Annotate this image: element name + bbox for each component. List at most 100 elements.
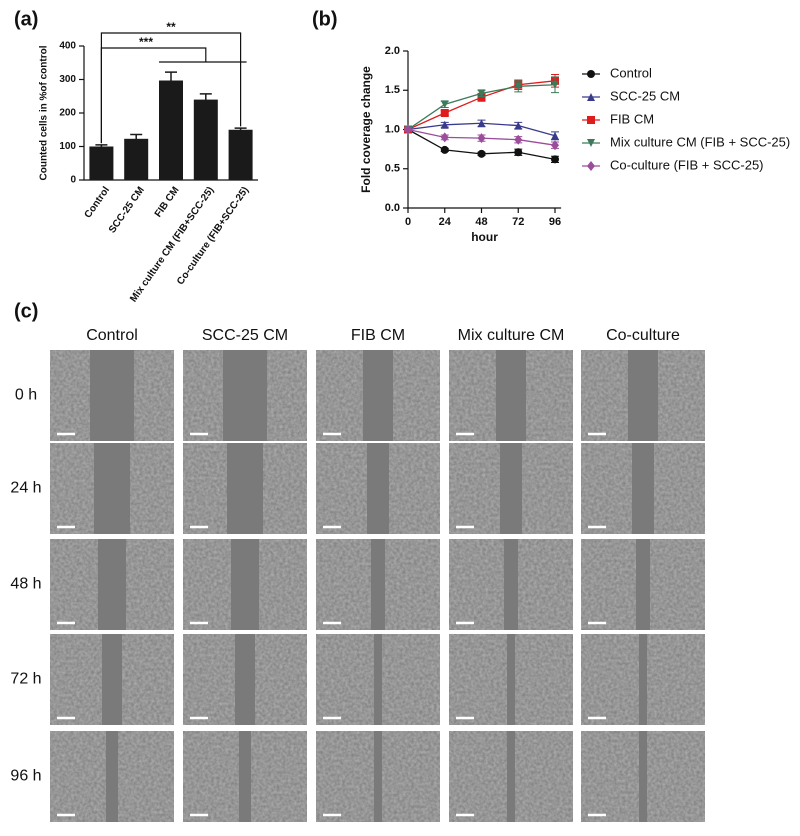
cell-layer [526, 350, 573, 441]
error-bar [165, 71, 177, 89]
data-point [477, 149, 486, 158]
data-point [514, 121, 523, 130]
cell-layer [449, 443, 500, 534]
cell-layer [183, 539, 231, 630]
cell-layer [581, 443, 632, 534]
y-tick-label: 1.5 [385, 84, 400, 96]
column-label: FIB CM [351, 327, 405, 344]
cell-layer [118, 731, 174, 822]
cell-layer [259, 539, 307, 630]
y-tick-label: 2.0 [385, 45, 400, 57]
cell-layer [515, 731, 573, 822]
cell-layer [50, 350, 90, 441]
cell-layer [449, 539, 504, 630]
x-tick-label: 24 [439, 216, 452, 228]
cell-layer [50, 634, 102, 725]
data-point [551, 155, 559, 164]
bar [159, 80, 183, 180]
x-tick-label: Co-culture (FIB+SCC-25) [175, 185, 251, 287]
cell-layer [50, 731, 106, 822]
cell-layer [650, 539, 705, 630]
cell-layer [581, 539, 636, 630]
data-point [551, 140, 559, 151]
y-tick-label: 0.5 [385, 163, 400, 175]
cell-layer [183, 443, 227, 534]
y-tick-label: 0 [70, 175, 76, 186]
cell-layer [183, 731, 239, 822]
x-tick-label: 48 [475, 216, 487, 228]
y-axis-label: Fold coverage change [359, 66, 373, 193]
column-label: Co-culture [606, 327, 680, 344]
y-tick-label: 1.0 [385, 123, 400, 135]
x-tick-label: 72 [512, 216, 524, 228]
cell-layer [122, 634, 174, 725]
y-tick-label: 200 [59, 108, 76, 119]
data-point [514, 82, 523, 91]
data-point [440, 100, 449, 109]
cell-layer [316, 350, 363, 441]
annotation: *** [139, 35, 153, 49]
cell-layer [393, 350, 440, 441]
legend-label: SCC-25 CM [610, 88, 680, 103]
data-point [477, 119, 486, 128]
legend-marker [587, 116, 595, 124]
cell-layer [50, 443, 94, 534]
row-label: 96 h [10, 768, 41, 785]
x-tick-label: SCC-25 CM [107, 185, 147, 235]
cell-layer [449, 731, 507, 822]
cell-layer [251, 731, 307, 822]
cell-layer [581, 350, 628, 441]
data-point [477, 89, 486, 98]
bar [193, 99, 218, 180]
cell-layer [130, 443, 174, 534]
data-point [440, 145, 449, 154]
cell-layer [316, 731, 374, 822]
data-point [440, 132, 449, 143]
error-bar [95, 144, 108, 149]
cell-layer [385, 539, 440, 630]
row-label: 72 h [10, 671, 41, 688]
error-bar [234, 127, 247, 132]
cell-layer [581, 731, 639, 822]
axis [407, 51, 562, 209]
cell-layer [183, 350, 223, 441]
panel-label: (b) [312, 8, 338, 30]
bracket [100, 47, 247, 144]
column-label: Control [86, 327, 138, 344]
legend-label: FIB CM [610, 111, 654, 126]
data-point [551, 80, 559, 89]
cell-layer [647, 634, 705, 725]
cell-layer [263, 443, 307, 534]
data-point [477, 133, 486, 144]
legend-marker [587, 139, 595, 147]
data-point [514, 134, 523, 145]
legend-marker [587, 161, 595, 171]
cell-layer [134, 350, 174, 441]
cell-layer [183, 634, 235, 725]
data-point [440, 120, 449, 129]
bar [124, 138, 149, 180]
column-label: Mix culture CM [458, 327, 565, 344]
legend-label: Mix culture CM (FIB + SCC-25) [610, 134, 790, 149]
bar [89, 146, 114, 180]
cell-layer [50, 539, 98, 630]
data-point [440, 109, 449, 118]
bar [228, 129, 253, 180]
legend-marker [587, 70, 595, 78]
cell-layer [658, 350, 705, 441]
cell-layer [382, 731, 440, 822]
data-point [514, 148, 523, 157]
cell-layer [654, 443, 705, 534]
x-tick-label: FIB CM [153, 185, 182, 220]
error-bar [199, 93, 212, 106]
x-tick-label: Control [83, 185, 113, 221]
cell-layer [316, 634, 374, 725]
legend-marker [587, 93, 595, 101]
data-point [551, 131, 559, 140]
panel-label: (c) [14, 300, 38, 322]
y-tick-label: 300 [59, 74, 76, 85]
cell-layer [518, 539, 573, 630]
x-tick-label: 0 [405, 216, 411, 228]
